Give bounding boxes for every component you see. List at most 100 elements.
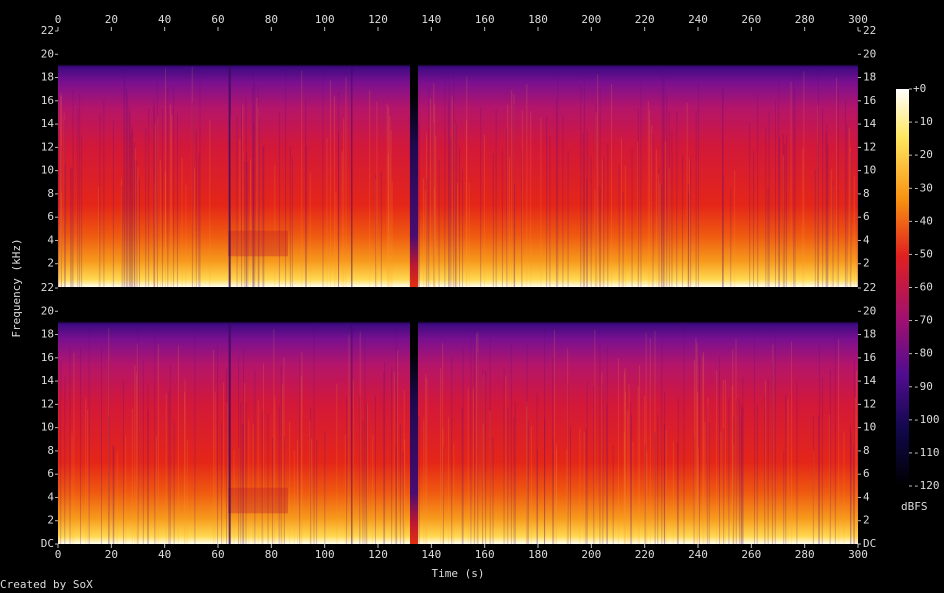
streak — [812, 415, 814, 544]
streak — [258, 118, 260, 287]
streak — [285, 66, 287, 287]
streak — [662, 79, 664, 288]
y-tick-label: 14 — [41, 374, 55, 387]
streak — [771, 362, 773, 544]
streak — [654, 432, 656, 544]
streak — [813, 450, 815, 544]
streak — [740, 404, 742, 544]
streak — [658, 166, 660, 287]
streak — [637, 142, 639, 287]
y-tick-label: 16 — [41, 94, 54, 107]
streak — [278, 111, 280, 287]
y-tick-label: 2 — [863, 514, 870, 527]
x-tick-label: 0 — [55, 13, 62, 26]
streak — [440, 368, 442, 544]
streak — [853, 360, 855, 544]
silence-gap — [410, 288, 418, 544]
streak — [155, 436, 157, 544]
streak — [856, 370, 858, 544]
streak — [690, 157, 692, 287]
streak — [489, 338, 491, 544]
streak — [753, 150, 755, 287]
streak — [283, 357, 285, 544]
y-tick-label: 10 — [863, 421, 876, 434]
x-tick-label: 120 — [368, 548, 388, 561]
streak — [72, 90, 74, 287]
streak — [239, 139, 241, 287]
streak — [722, 379, 724, 544]
streak — [540, 118, 542, 287]
y-tick-label: 2 — [47, 514, 54, 527]
streak — [252, 88, 254, 287]
streak — [822, 108, 824, 288]
streak — [395, 331, 397, 544]
streak — [402, 451, 404, 544]
streak — [659, 182, 661, 287]
streak — [433, 123, 435, 288]
streak — [756, 405, 758, 544]
streak — [451, 355, 453, 544]
streak — [582, 133, 584, 287]
streak — [64, 376, 66, 544]
streak — [514, 183, 516, 287]
streak — [148, 108, 150, 287]
streak — [546, 116, 548, 288]
streak — [853, 175, 855, 287]
streak — [775, 100, 777, 287]
streak — [280, 365, 282, 544]
streak — [375, 178, 377, 287]
streak — [599, 88, 601, 287]
streak — [154, 325, 156, 544]
dip — [351, 66, 353, 287]
streak — [108, 328, 110, 544]
streak — [526, 344, 528, 544]
streak — [594, 189, 596, 287]
streak — [495, 109, 497, 287]
streak — [631, 148, 633, 287]
streak — [359, 395, 361, 544]
streak — [337, 133, 339, 287]
streak — [526, 83, 528, 287]
streak — [167, 87, 169, 287]
streak — [466, 76, 468, 287]
streak — [254, 82, 256, 288]
x-tick-label: 160 — [475, 13, 495, 26]
streak — [772, 344, 774, 544]
streak — [299, 357, 301, 544]
streak — [595, 112, 597, 287]
streak — [663, 423, 665, 544]
streak — [442, 343, 444, 544]
streak — [250, 159, 252, 287]
x-tick-label: 100 — [315, 548, 335, 561]
streak — [733, 442, 734, 544]
streak — [707, 397, 709, 544]
streak — [273, 329, 275, 544]
streak — [618, 164, 620, 287]
streak — [856, 68, 858, 287]
streak — [850, 151, 852, 287]
streak — [156, 81, 158, 287]
y-tick-label: 18 — [863, 328, 876, 341]
streak — [817, 143, 819, 287]
streak — [623, 432, 625, 544]
streak — [301, 352, 303, 544]
streak — [366, 404, 368, 544]
streak — [693, 360, 695, 544]
streak — [403, 390, 405, 544]
streak — [526, 407, 528, 544]
streak — [73, 352, 75, 544]
streak — [217, 345, 219, 544]
streak — [168, 390, 170, 544]
streak — [372, 434, 374, 544]
y-tick-label: 2 — [863, 257, 870, 270]
streak — [829, 369, 831, 544]
streak — [536, 393, 538, 544]
streak — [671, 129, 673, 287]
streak — [459, 147, 461, 287]
streak — [455, 123, 457, 287]
streak — [384, 362, 386, 544]
streak — [310, 407, 312, 544]
streak — [88, 325, 90, 544]
y-tick-label: 8 — [863, 444, 870, 457]
streak — [248, 419, 250, 544]
